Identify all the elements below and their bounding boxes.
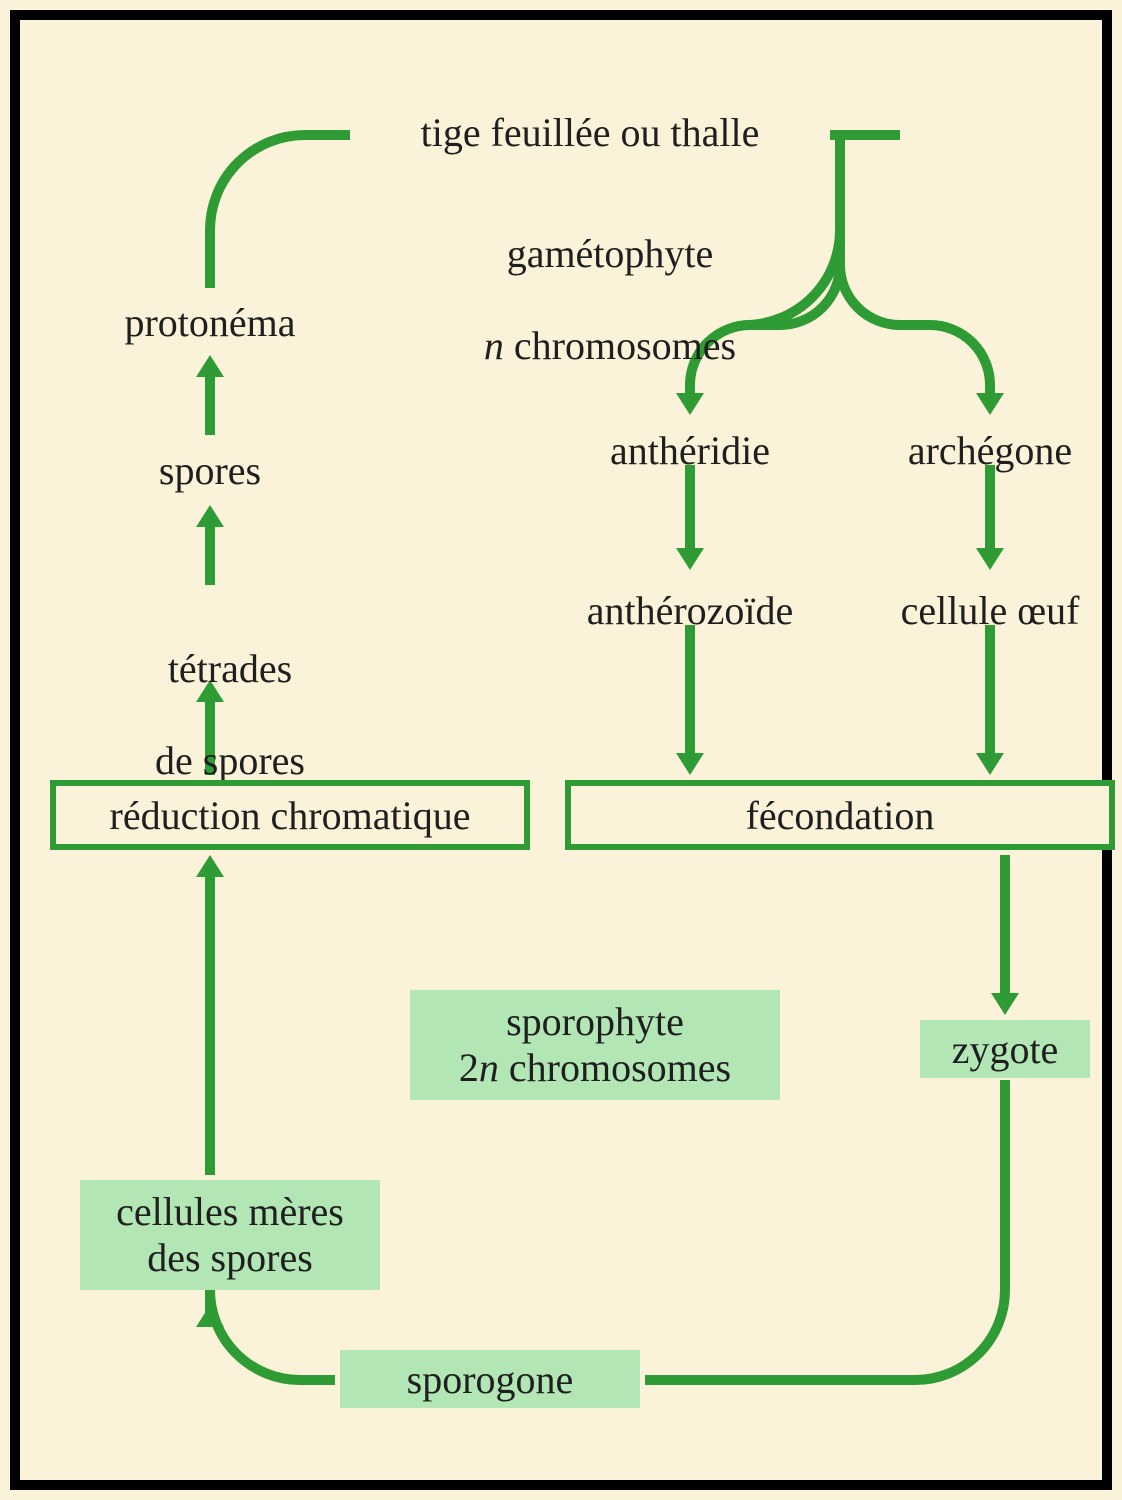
label-archegone: archégone (908, 428, 1072, 474)
tetrades-l2: de spores (155, 738, 305, 783)
box-zygote: zygote (920, 1020, 1090, 1078)
label-antheridie: anthéridie (610, 428, 770, 474)
sporophyte-l1: sporophyte (506, 999, 684, 1044)
sporophyte-l2: 2n chromosomes (459, 1045, 731, 1090)
tetrades-l1: tétrades (168, 646, 292, 691)
label-cellule-oeuf: cellule œuf (901, 588, 1080, 634)
gametophyte-line1: gamétophyte (507, 231, 714, 276)
label-spores: spores (159, 448, 261, 494)
label-antherozoide: anthérozoïde (587, 588, 794, 634)
box-reduction-chromatique: réduction chromatique (50, 780, 530, 850)
box-sporogone: sporogone (340, 1350, 640, 1408)
label-zygote: zygote (952, 1026, 1059, 1073)
diagram-frame: tige feuillée ou thalle gamétophyte n ch… (10, 10, 1112, 1490)
gametophyte-line2: n chromosomes (484, 323, 736, 368)
label-reduction: réduction chromatique (110, 792, 471, 839)
label-gametophyte: gamétophyte n chromosomes (444, 185, 736, 415)
label-fecondation: fécondation (746, 792, 935, 839)
box-cellules-meres: cellules mères des spores (80, 1180, 380, 1290)
cellules-l1: cellules mères (116, 1189, 344, 1234)
cellules-l2: des spores (147, 1235, 313, 1280)
box-fecondation: fécondation (565, 780, 1115, 850)
label-protonema: protonéma (124, 300, 295, 346)
label-sporogone: sporogone (407, 1356, 574, 1403)
label-top-title: tige feuillée ou thalle (421, 110, 760, 156)
box-sporophyte: sporophyte 2n chromosomes (410, 990, 780, 1100)
